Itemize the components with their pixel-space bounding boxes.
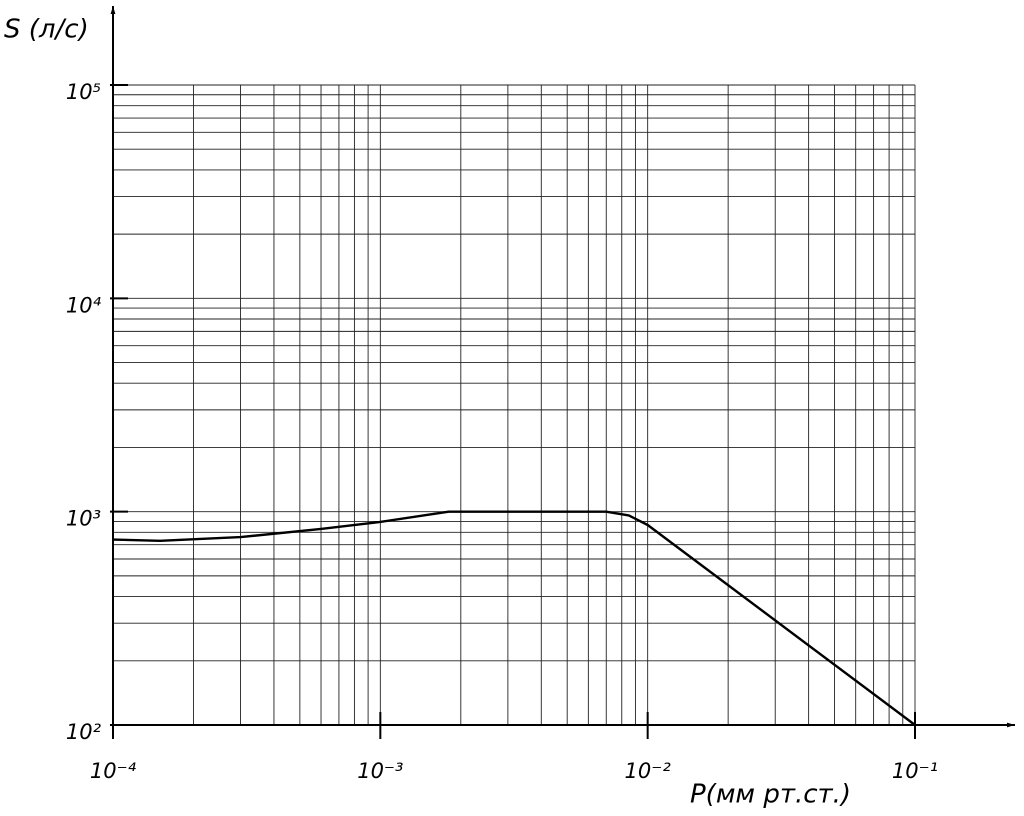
grid bbox=[112, 84, 916, 726]
line bbox=[112, 510, 916, 726]
x-tick-label: 10⁻³ bbox=[357, 759, 403, 783]
x-tick-label: 10⁻¹ bbox=[892, 759, 938, 783]
x-tick-label: 10⁻² bbox=[625, 759, 672, 783]
y-tick-label: 10² bbox=[66, 720, 102, 744]
y-axis-title: S (л/с) bbox=[4, 15, 89, 45]
y-tick-label: 10⁵ bbox=[66, 80, 101, 104]
x-axis-title: P(мм рт.ст.) bbox=[690, 780, 851, 810]
y-tick-label: 10³ bbox=[66, 507, 101, 531]
x-tick-label: 10⁻⁴ bbox=[90, 759, 137, 783]
y-tick-label: 10⁴ bbox=[66, 293, 102, 317]
